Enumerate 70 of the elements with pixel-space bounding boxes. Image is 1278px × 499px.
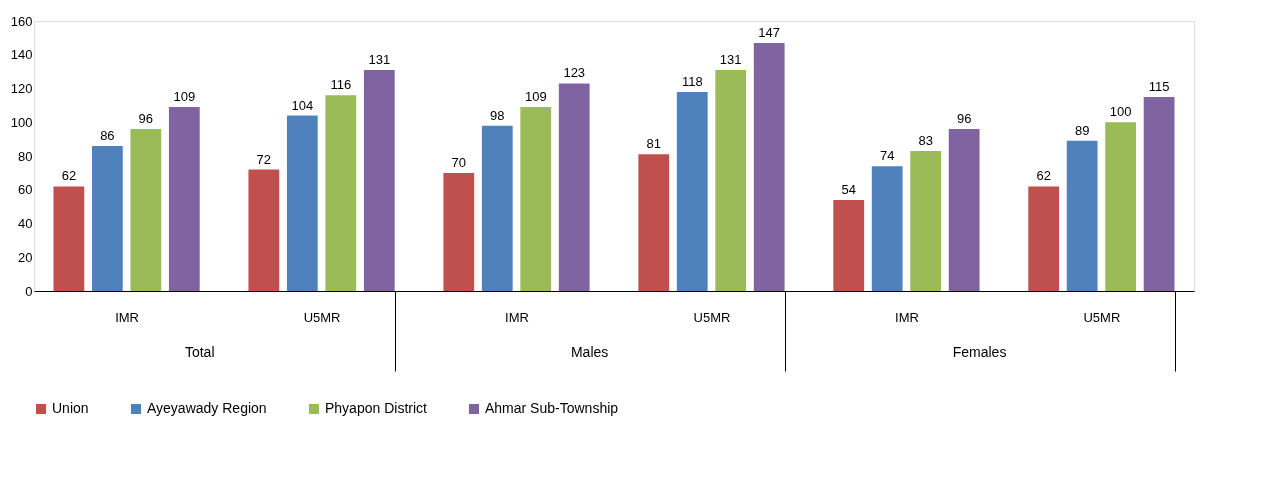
x-tick-label: IMR bbox=[505, 309, 529, 325]
bar bbox=[1105, 122, 1137, 291]
data-label: 115 bbox=[1148, 78, 1170, 94]
bar bbox=[325, 95, 357, 291]
data-label: 100 bbox=[1109, 104, 1132, 120]
data-label: 83 bbox=[918, 132, 933, 148]
data-label: 96 bbox=[956, 111, 972, 126]
y-tick-label: 60 bbox=[18, 182, 33, 198]
data-label: 104 bbox=[291, 97, 314, 113]
x-tick-label: U5MR bbox=[1083, 309, 1121, 325]
data-label: 86 bbox=[100, 127, 115, 143]
data-label: 98 bbox=[490, 107, 505, 123]
text: Total bbox=[184, 344, 215, 360]
bar bbox=[53, 186, 85, 291]
bar bbox=[481, 125, 513, 291]
legend-label: Ayeyawady Region bbox=[147, 400, 267, 416]
bar bbox=[558, 83, 590, 291]
data-label: 96 bbox=[138, 111, 154, 126]
y-tick-label: 80 bbox=[18, 148, 33, 164]
data-label: 147 bbox=[758, 24, 781, 40]
y-tick-label: 140 bbox=[10, 47, 33, 63]
text: Males bbox=[570, 344, 609, 360]
bar bbox=[753, 42, 785, 291]
x-tick-label: U5MR bbox=[303, 309, 341, 325]
data-label: 109 bbox=[173, 89, 196, 105]
bar bbox=[638, 154, 670, 291]
data-label: 118 bbox=[681, 73, 703, 89]
bar bbox=[168, 107, 200, 291]
y-tick-label: 100 bbox=[10, 114, 33, 130]
bar bbox=[286, 115, 318, 291]
y-tick-label: 40 bbox=[18, 216, 33, 231]
text: Females bbox=[952, 344, 1007, 360]
data-label: 109 bbox=[524, 89, 547, 105]
x-tick-label: IMR bbox=[895, 309, 919, 325]
legend-label: Phyapon District bbox=[325, 400, 428, 416]
bar bbox=[443, 172, 475, 291]
data-label: 62 bbox=[61, 168, 77, 184]
data-label: 123 bbox=[563, 65, 586, 81]
y-tick-label: 120 bbox=[10, 81, 33, 96]
bar bbox=[1143, 96, 1175, 291]
bar bbox=[130, 129, 162, 291]
data-label: 54 bbox=[841, 181, 856, 197]
bar bbox=[363, 69, 395, 291]
bar bbox=[91, 145, 123, 291]
x-tick-label: IMR bbox=[115, 309, 140, 325]
data-label: 81 bbox=[646, 136, 661, 152]
bar bbox=[1066, 140, 1098, 291]
bar bbox=[715, 69, 747, 291]
bar bbox=[248, 169, 280, 291]
bar bbox=[676, 91, 708, 291]
data-label: 74 bbox=[879, 148, 895, 164]
data-label: 70 bbox=[451, 154, 467, 170]
legend-label: Ahmar Sub-Township bbox=[485, 400, 619, 416]
data-label: 62 bbox=[1036, 168, 1051, 184]
bar bbox=[948, 129, 980, 291]
bar bbox=[833, 199, 865, 291]
bar bbox=[1028, 186, 1060, 291]
y-tick-label: 20 bbox=[18, 249, 33, 265]
bar bbox=[871, 166, 903, 291]
x-tick-label: U5MR bbox=[693, 309, 731, 325]
bar bbox=[520, 107, 552, 291]
legend-label: Union bbox=[52, 400, 89, 416]
data-label: 72 bbox=[256, 151, 272, 167]
bar bbox=[910, 150, 942, 291]
y-tick-label: 160 bbox=[10, 13, 33, 29]
y-tick-label: 0 bbox=[25, 283, 33, 299]
data-label: 116 bbox=[330, 77, 352, 93]
data-label: 131 bbox=[719, 51, 742, 67]
data-label: 89 bbox=[1074, 122, 1090, 138]
data-label: 131 bbox=[368, 51, 391, 67]
